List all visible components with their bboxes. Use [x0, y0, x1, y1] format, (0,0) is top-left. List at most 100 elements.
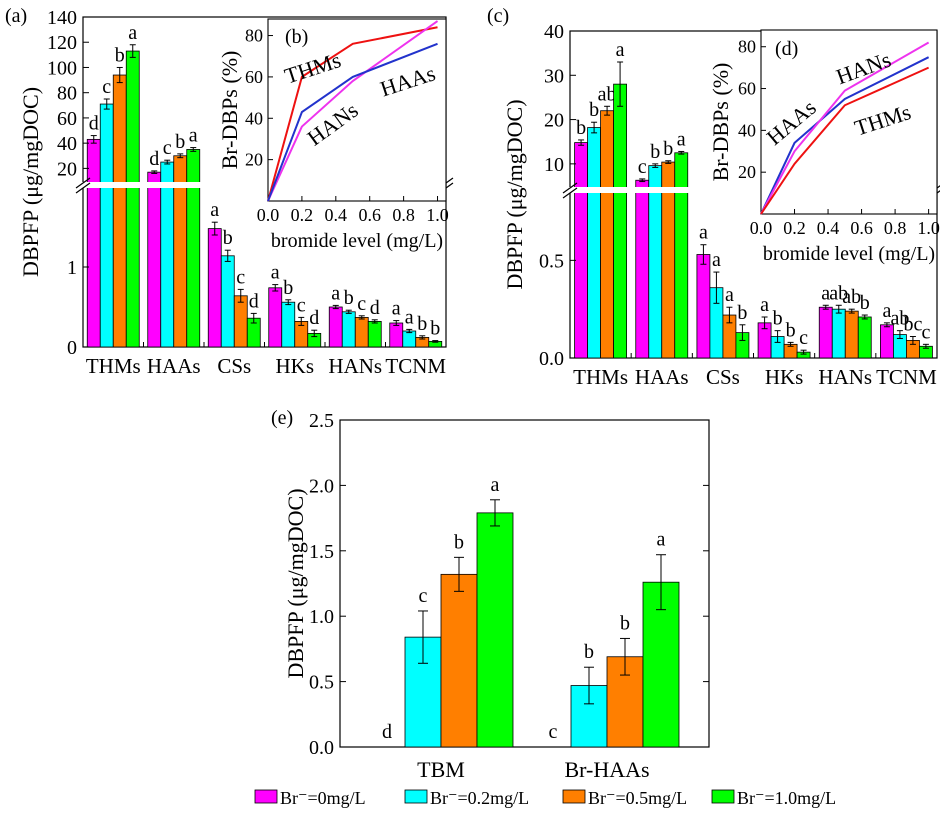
x-tick-label: HAAs [635, 365, 689, 389]
bar [341, 311, 356, 348]
data-label: d [89, 113, 99, 135]
legend-label: Br⁻=0.5mg/L [588, 788, 687, 808]
bar [160, 161, 175, 348]
axis-break-mark [75, 182, 91, 194]
data-label: b [620, 612, 630, 634]
legend-label: Br⁻=1.0mg/L [737, 788, 836, 808]
data-label: b [650, 141, 660, 163]
inset-frame [267, 18, 447, 202]
x-tick-label: 0.2 [291, 205, 314, 225]
bar [613, 83, 627, 359]
x-tick-label: 0.4 [817, 218, 840, 238]
bar [600, 110, 614, 359]
x-tick-label: TBM [417, 757, 465, 782]
x-tick-label: 0.6 [358, 205, 381, 225]
bar [674, 152, 689, 359]
data-label: a [392, 298, 401, 320]
bar [367, 320, 382, 348]
series-line [267, 26, 438, 202]
y-tick-label: 80 [245, 26, 263, 46]
y-tick-label: 30 [544, 65, 564, 87]
bar [147, 171, 162, 348]
data-label: ab [890, 308, 909, 330]
axis-break-mark [562, 187, 578, 199]
x-tick-label: 0.2 [783, 218, 806, 238]
data-label: d [370, 297, 380, 319]
data-label: a [821, 282, 830, 304]
bar [207, 228, 222, 348]
inset-frame [760, 29, 938, 215]
bar [125, 50, 140, 348]
data-label: a [128, 22, 137, 44]
bar [880, 324, 894, 359]
axis-break-band [75, 182, 208, 188]
data-label: b [786, 319, 796, 341]
data-label: a [331, 282, 340, 304]
data-label: a [210, 199, 219, 221]
y-axis-label: Br-DBPs (%) [217, 51, 242, 170]
x-tick-label: 1.0 [426, 205, 449, 225]
y-tick-label: 0.5 [539, 250, 564, 272]
bar [233, 295, 248, 348]
y-tick-label: 60 [245, 67, 263, 87]
data-label: a [189, 125, 198, 147]
y-tick-label: 100 [47, 57, 77, 79]
data-label: a [405, 306, 414, 328]
y-tick-label: 0.5 [309, 672, 334, 694]
x-tick-label: THMs [86, 354, 141, 378]
data-label: c [297, 294, 306, 316]
y-tick-label: 2.0 [309, 475, 334, 497]
y-tick-label: 80 [57, 83, 77, 105]
data-label: b [737, 302, 747, 324]
panel-d-inset: 0.0 0.2 0.4 0.6 0.8 1.020406080HAAsHANsTHMsbr… [708, 29, 940, 265]
data-label: b [175, 131, 185, 153]
x-tick-label: 0.6 [850, 218, 873, 238]
bar [635, 179, 650, 359]
y-tick-label: 140 [47, 7, 77, 29]
legend-label: Br⁻=0mg/L [280, 788, 366, 808]
bar [354, 316, 369, 348]
y-tick-label: 10 [544, 154, 564, 176]
y-tick-label: 20 [57, 158, 77, 180]
data-label: b [860, 292, 870, 314]
series-line [267, 20, 439, 202]
x-tick-label: TCNM [876, 365, 937, 389]
bar [281, 301, 296, 348]
data-label: ab [829, 282, 848, 304]
y-tick-label: 60 [738, 79, 756, 99]
x-axis-label: bromide level (mg/L) [271, 230, 443, 252]
y-tick-label: 20 [544, 110, 564, 132]
bar [587, 127, 601, 359]
x-tick-label: 0.4 [325, 205, 348, 225]
x-tick-label: HANs [818, 365, 872, 389]
data-label: ab [598, 83, 617, 105]
data-label: bc [903, 314, 922, 336]
series-line [267, 42, 438, 202]
axis-break-mark [75, 177, 91, 189]
y-tick-label: 0.0 [309, 737, 334, 759]
x-tick-label: CSs [217, 354, 251, 378]
axis-break-mark [562, 182, 578, 194]
x-axis-label: bromide level (mg/L) [763, 243, 935, 265]
data-label: b [115, 44, 125, 66]
axis-break-band [562, 187, 692, 193]
plot-frame [339, 419, 710, 748]
data-label: a [271, 262, 280, 284]
bar [476, 512, 514, 748]
x-tick-label: 0.8 [392, 205, 415, 225]
bar [86, 138, 101, 348]
y-tick-label: 20 [738, 162, 756, 182]
data-label: c [236, 266, 245, 288]
legend-swatch [562, 789, 586, 804]
bar [831, 308, 846, 359]
y-tick-label: 1 [67, 257, 77, 279]
bar [268, 287, 283, 348]
bar [99, 103, 114, 348]
data-label: c [357, 293, 366, 315]
series-line [760, 41, 930, 215]
bar [574, 142, 588, 359]
y-axis-label: Br-DBPs (%) [708, 63, 733, 182]
y-tick-label: 40 [57, 133, 77, 155]
data-label: b [430, 318, 440, 340]
data-label: d [309, 307, 319, 329]
